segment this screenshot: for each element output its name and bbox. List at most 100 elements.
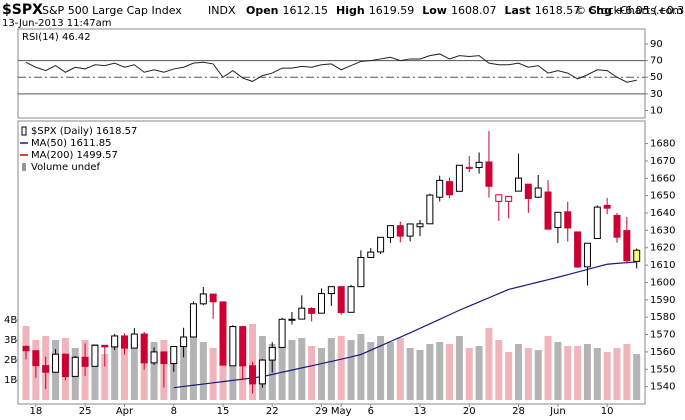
y-tick-label: 1590 [650, 295, 675, 306]
candle-body [564, 211, 572, 229]
volume-bar [170, 348, 178, 400]
rsi-tick-label: 30 [650, 89, 663, 100]
rsi-tick-label: 70 [650, 56, 663, 67]
volume-bar [396, 338, 404, 400]
y-tick-label: 1600 [650, 277, 675, 288]
volume-bar [91, 344, 99, 400]
volume-bar [564, 346, 572, 400]
candle-body [574, 231, 582, 268]
volume-bar [416, 350, 424, 400]
volume-bar [327, 338, 335, 400]
volume-bar [613, 348, 621, 400]
volume-tick-label: 3B [4, 335, 17, 346]
volume-bar [121, 344, 128, 400]
candle-body [485, 161, 493, 187]
volume-tick-label: 2B [4, 355, 17, 366]
y-tick-label: 1540 [650, 382, 675, 393]
candle-body [524, 183, 532, 199]
candle-body [22, 345, 30, 352]
candle-body [170, 346, 178, 365]
candle-body [426, 194, 434, 225]
volume-bar [554, 342, 562, 400]
candle-body [288, 318, 296, 321]
y-tick-label: 1560 [650, 347, 675, 358]
candle-body [505, 195, 513, 202]
candle-body [160, 351, 168, 365]
volume-bar [455, 336, 463, 400]
candle-body [544, 191, 552, 230]
candle-body [386, 225, 394, 238]
quote-value: 1608.07 [451, 4, 497, 17]
candle-body [593, 206, 601, 240]
candle-body [603, 204, 611, 209]
y-tick-label: 1680 [650, 139, 675, 150]
candle-body [613, 214, 621, 238]
candle-body [150, 351, 158, 364]
volume-bar [377, 336, 385, 400]
volume-bar [524, 348, 532, 400]
quote-label: Chg [588, 4, 612, 17]
volume-bar [209, 348, 217, 400]
candle-body [308, 308, 316, 314]
volume-bar [544, 336, 552, 400]
volume-bar [229, 338, 237, 400]
candle-body [416, 223, 424, 228]
quote-label: Open [246, 4, 279, 17]
candle-body [436, 179, 444, 198]
candle-body [475, 161, 483, 169]
candle-body [219, 301, 227, 366]
x-tick-label: 29 [315, 406, 328, 417]
candle-body [278, 318, 286, 348]
candle-body [111, 335, 119, 348]
candle-body [515, 177, 522, 192]
rsi-tick-label: 50 [650, 72, 663, 83]
volume-bar [475, 346, 483, 400]
candle-body [140, 333, 148, 364]
candle-body [101, 344, 109, 348]
volume-bar [199, 342, 207, 400]
x-tick-label: 20 [463, 406, 476, 417]
volume-bar [150, 342, 158, 400]
x-tick-label: 25 [79, 406, 92, 417]
volume-bar [298, 338, 306, 400]
volume-bar [337, 336, 345, 400]
y-tick-label: 1610 [650, 260, 675, 271]
candle-body [268, 347, 276, 361]
quote-value: 1619.59 [369, 4, 415, 17]
volume-bar [485, 328, 493, 400]
volume-bar [189, 336, 197, 400]
volume-tick-label: 1B [4, 375, 17, 386]
candle-body [623, 230, 631, 262]
volume-bar [593, 348, 601, 400]
datetime: 13-Jun-2013 11:47am [2, 18, 111, 29]
candle-body [42, 365, 50, 373]
x-tick-label: 18 [29, 406, 42, 417]
legend-icon [22, 163, 26, 171]
candle-body [180, 336, 188, 348]
legend-entry: MA(200) 1499.57 [31, 150, 118, 161]
volume-bar [347, 340, 355, 400]
y-tick-label: 1550 [650, 364, 675, 375]
candle-body [554, 211, 562, 228]
volume-bar [446, 344, 454, 400]
rsi-panel [17, 28, 646, 119]
candle-body [337, 286, 345, 314]
x-tick-label: May [331, 406, 352, 417]
x-tick-label: 28 [512, 406, 525, 417]
candle-body [121, 335, 128, 349]
y-tick-label: 1570 [650, 330, 675, 341]
volume-bar [436, 342, 444, 400]
credit: © StockCharts.com [575, 4, 683, 17]
y-tick-label: 1640 [650, 208, 675, 219]
index-name: S&P 500 Large Cap Index [42, 4, 182, 17]
candle-body [347, 286, 355, 313]
candle-body [318, 293, 325, 314]
quote-value: +6.05 (+0.38%) [616, 4, 685, 17]
candle-body [633, 249, 641, 262]
x-tick-label: 8 [171, 406, 177, 417]
exchange: INDX [208, 4, 236, 17]
candle-body [534, 187, 542, 198]
volume-bar [515, 344, 522, 400]
candle-body [249, 365, 257, 385]
candle-body [583, 242, 591, 268]
